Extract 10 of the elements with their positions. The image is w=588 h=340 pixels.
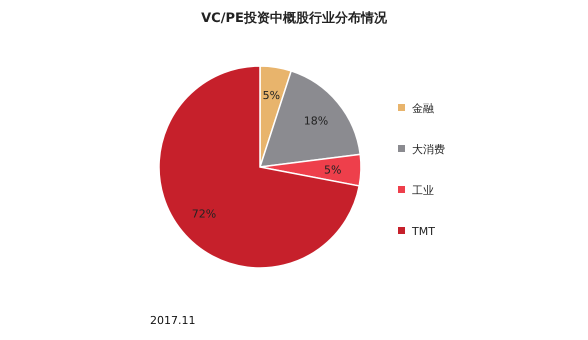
legend-label: 大消费	[412, 143, 445, 156]
text: 2017.11	[150, 314, 196, 327]
data-label: 5%	[324, 163, 342, 176]
data-label: 18%	[304, 114, 328, 128]
data-label: 5%	[262, 89, 280, 102]
legend-label: TMT	[411, 225, 436, 238]
chart-title: VC/PE投资中概股行业分布情况	[201, 11, 388, 26]
data-label: 72%	[192, 207, 216, 220]
legend-label: 工业	[412, 184, 434, 197]
legend-label: 金融	[412, 102, 434, 115]
